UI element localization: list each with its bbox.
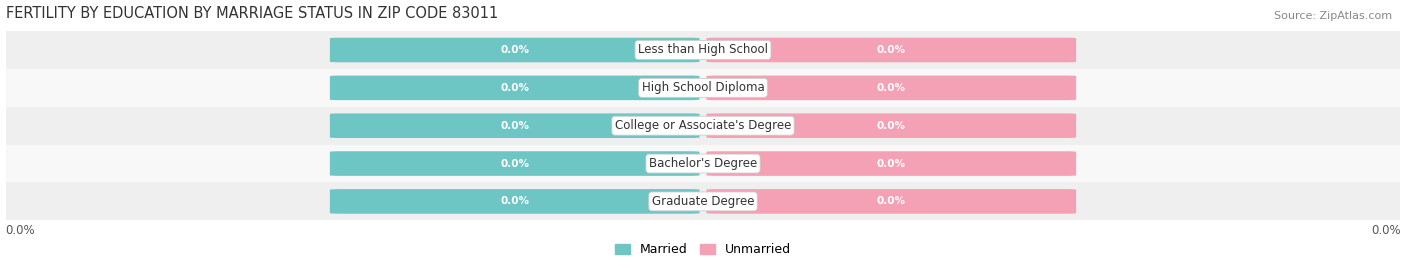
FancyBboxPatch shape: [6, 182, 1400, 220]
Text: High School Diploma: High School Diploma: [641, 81, 765, 94]
Text: 0.0%: 0.0%: [877, 83, 905, 93]
FancyBboxPatch shape: [330, 151, 700, 176]
Text: 0.0%: 0.0%: [877, 45, 905, 55]
FancyBboxPatch shape: [706, 151, 1076, 176]
Text: 0.0%: 0.0%: [877, 196, 905, 206]
Text: 0.0%: 0.0%: [501, 121, 529, 131]
FancyBboxPatch shape: [330, 76, 700, 100]
Text: College or Associate's Degree: College or Associate's Degree: [614, 119, 792, 132]
Text: 0.0%: 0.0%: [6, 224, 35, 237]
FancyBboxPatch shape: [6, 69, 1400, 107]
Legend: Married, Unmarried: Married, Unmarried: [610, 238, 796, 261]
Text: Less than High School: Less than High School: [638, 44, 768, 56]
FancyBboxPatch shape: [706, 76, 1076, 100]
Text: 0.0%: 0.0%: [501, 83, 529, 93]
FancyBboxPatch shape: [330, 38, 700, 62]
FancyBboxPatch shape: [706, 114, 1076, 138]
Text: Graduate Degree: Graduate Degree: [652, 195, 754, 208]
Text: 0.0%: 0.0%: [877, 121, 905, 131]
Text: 0.0%: 0.0%: [877, 158, 905, 169]
FancyBboxPatch shape: [6, 31, 1400, 69]
Text: 0.0%: 0.0%: [1371, 224, 1400, 237]
FancyBboxPatch shape: [6, 107, 1400, 145]
Text: FERTILITY BY EDUCATION BY MARRIAGE STATUS IN ZIP CODE 83011: FERTILITY BY EDUCATION BY MARRIAGE STATU…: [6, 6, 498, 20]
Text: 0.0%: 0.0%: [501, 196, 529, 206]
Text: 0.0%: 0.0%: [501, 45, 529, 55]
Text: Bachelor's Degree: Bachelor's Degree: [650, 157, 756, 170]
FancyBboxPatch shape: [706, 189, 1076, 214]
FancyBboxPatch shape: [6, 145, 1400, 182]
Text: 0.0%: 0.0%: [501, 158, 529, 169]
FancyBboxPatch shape: [706, 38, 1076, 62]
FancyBboxPatch shape: [330, 189, 700, 214]
Text: Source: ZipAtlas.com: Source: ZipAtlas.com: [1274, 11, 1392, 21]
FancyBboxPatch shape: [330, 114, 700, 138]
